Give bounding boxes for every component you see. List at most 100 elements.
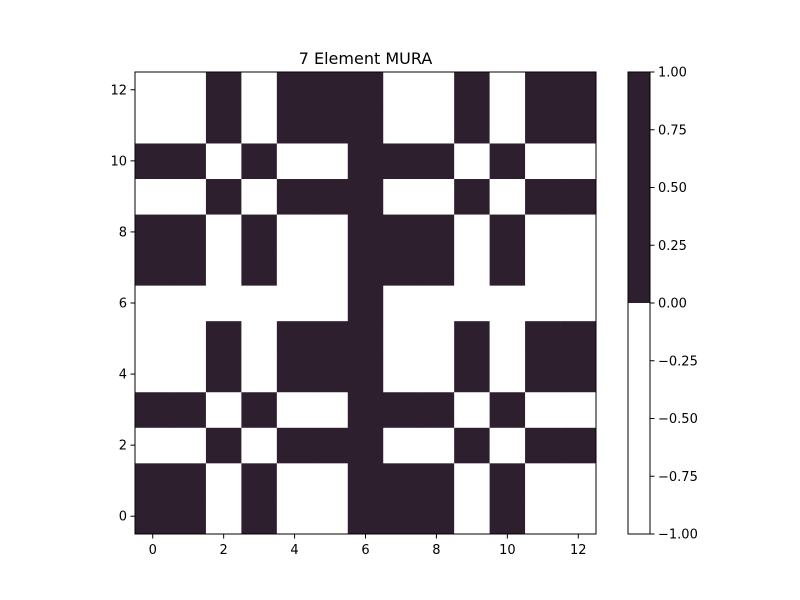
heatmap-cell: [383, 391, 420, 428]
heatmap-cell: [347, 498, 384, 535]
heatmap-cell: [170, 143, 207, 180]
heatmap-cell: [135, 320, 171, 357]
heatmap-cell: [312, 143, 349, 180]
heatmap-cell: [276, 356, 313, 393]
heatmap-cell: [560, 427, 597, 464]
heatmap-cell: [241, 427, 278, 464]
heatmap-cell: [347, 214, 384, 251]
heatmap-cell: [347, 178, 384, 215]
heatmap-cell: [383, 320, 420, 357]
heatmap-cell: [489, 72, 526, 108]
heatmap-cell: [418, 285, 455, 322]
heatmap-cell: [383, 143, 420, 180]
heatmap-cell: [312, 214, 349, 251]
heatmap-cell: [312, 427, 349, 464]
heatmap-cell: [205, 72, 242, 108]
heatmap-cell: [276, 249, 313, 286]
heatmap-cell: [241, 391, 278, 428]
heatmap-cell: [418, 320, 455, 357]
heatmap-cell: [525, 214, 561, 251]
heatmap-cell: [560, 285, 597, 322]
heatmap-cell: [205, 214, 242, 251]
heatmap-cell: [489, 143, 526, 180]
heatmap-cell: [560, 249, 597, 286]
heatmap-cell: [383, 462, 420, 499]
heatmap-cell: [489, 356, 526, 393]
heatmap-cell: [383, 72, 420, 108]
heatmap-cell: [454, 320, 491, 357]
heatmap-cell: [454, 249, 491, 286]
heatmap-cell: [383, 356, 420, 393]
heatmap-cell: [418, 72, 455, 108]
heatmap-cell: [454, 178, 491, 215]
heatmap-cell: [560, 72, 597, 108]
heatmap-cell: [276, 107, 313, 144]
heatmap-cell: [454, 143, 491, 180]
heatmap-cell: [205, 391, 242, 428]
x-tick-label: 2: [220, 543, 228, 558]
chart-title: 7 Element MURA: [299, 49, 433, 68]
heatmap-cell: [418, 214, 455, 251]
heatmap-cell: [418, 143, 455, 180]
heatmap-cell: [383, 285, 420, 322]
heatmap-cell: [525, 356, 561, 393]
heatmap-cell: [418, 462, 455, 499]
colorbar-ticks: 1.00 0.75 0.50 0.25 0.00 −0.25 −0.50 −0.75 −1.00: [650, 66, 698, 543]
heatmap-cell: [276, 143, 313, 180]
heatmap-cell: [276, 285, 313, 322]
heatmap-cell: [135, 356, 171, 393]
y-tick-label: 4: [119, 368, 127, 383]
heatmap-cell: [276, 391, 313, 428]
heatmap-cell: [312, 391, 349, 428]
heatmap-cell: [135, 178, 171, 215]
heatmap-cell: [170, 320, 207, 357]
heatmap-cell: [560, 356, 597, 393]
colorbar-tick-label: −1.00: [658, 528, 698, 543]
heatmap-cell: [241, 356, 278, 393]
heatmap-cell: [347, 320, 384, 357]
heatmap-cell: [170, 391, 207, 428]
heatmap-cell: [205, 285, 242, 322]
y-tick-label: 8: [119, 225, 127, 240]
heatmap-cell: [241, 498, 278, 535]
heatmap-cell: [347, 285, 384, 322]
colorbar-dark-band: [628, 72, 650, 303]
heatmap-cell: [525, 320, 561, 357]
heatmap-cell: [312, 356, 349, 393]
heatmap-cell: [525, 391, 561, 428]
heatmap-cell: [276, 498, 313, 535]
heatmap-cell: [170, 107, 207, 144]
heatmap-cell: [276, 72, 313, 108]
heatmap-cell: [241, 320, 278, 357]
x-tick-label: 6: [361, 543, 369, 558]
heatmap-cell: [454, 285, 491, 322]
heatmap-cell: [489, 427, 526, 464]
heatmap-cell: [135, 143, 171, 180]
heatmap-cell: [241, 178, 278, 215]
heatmap-cell: [525, 498, 561, 535]
heatmap-cell: [418, 427, 455, 464]
heatmap-cell: [418, 498, 455, 535]
heatmap-cell: [241, 143, 278, 180]
heatmap-cell: [489, 285, 526, 322]
heatmap-cell: [312, 107, 349, 144]
heatmap-cell: [205, 178, 242, 215]
heatmap-cell: [525, 107, 561, 144]
colorbar-tick-label: −0.75: [658, 470, 698, 485]
heatmap-cell: [560, 107, 597, 144]
heatmap-cell: [312, 462, 349, 499]
heatmap-cell: [489, 214, 526, 251]
heatmap-cell: [347, 427, 384, 464]
y-tick-label: 2: [119, 439, 127, 454]
heatmap-cell: [489, 391, 526, 428]
heatmap-cell: [383, 427, 420, 464]
heatmap-cell: [418, 249, 455, 286]
heatmap-cell: [241, 72, 278, 108]
colorbar-tick-label: 1.00: [658, 66, 687, 81]
heatmap-cell: [170, 427, 207, 464]
heatmap-cell: [135, 462, 171, 499]
colorbar: 1.00 0.75 0.50 0.25 0.00 −0.25 −0.50 −0.75 −1.00: [627, 66, 698, 543]
heatmap-cell: [560, 178, 597, 215]
heatmap-cell: [135, 285, 171, 322]
heatmap-cell: [525, 427, 561, 464]
